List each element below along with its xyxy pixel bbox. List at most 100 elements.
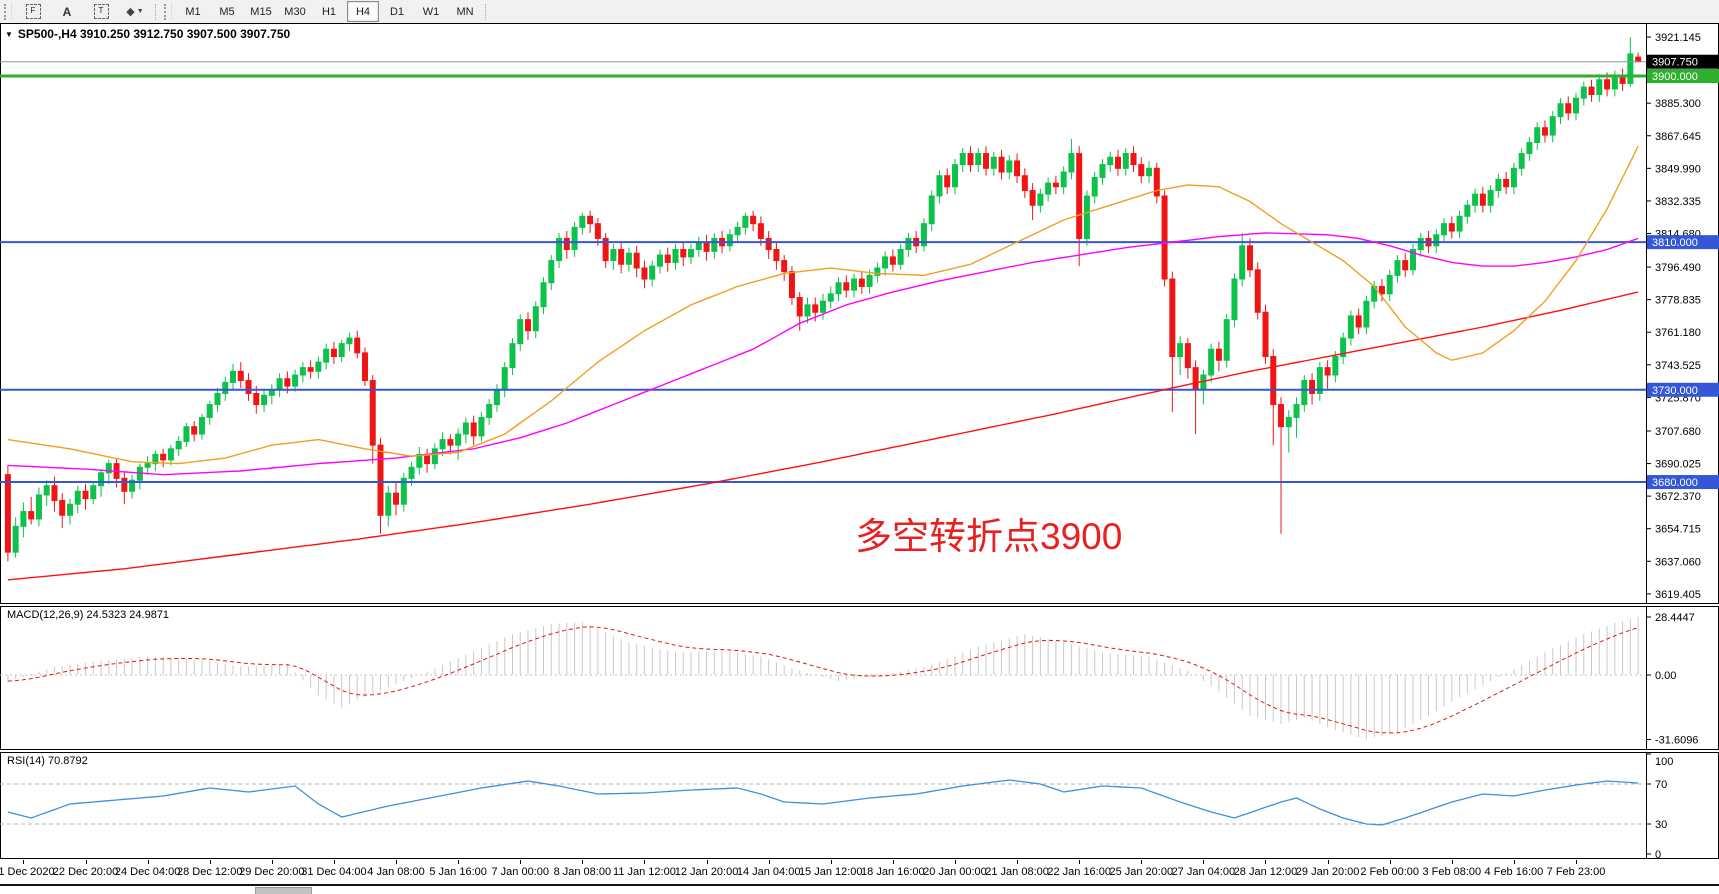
svg-text:3921.145: 3921.145 (1655, 32, 1701, 44)
rsi-line (7, 779, 1639, 826)
svg-text:3810.000: 3810.000 (1652, 237, 1698, 249)
svg-text:0: 0 (1655, 849, 1661, 859)
drawing-tools-group: F A T ◆ ▼ (16, 1, 152, 22)
scrollbar-thumb[interactable] (255, 887, 312, 894)
svg-text:3832.335: 3832.335 (1655, 196, 1701, 208)
time-label: 15 Jan 12:00 (798, 866, 863, 878)
time-label: 29 Jan 20:00 (1295, 866, 1360, 878)
svg-text:3778.835: 3778.835 (1655, 295, 1701, 307)
time-label: 3 Feb 08:00 (1422, 866, 1482, 878)
svg-text:3849.990: 3849.990 (1655, 163, 1701, 175)
rsi-axis-ticks: 100 70 30 0 (1646, 753, 1673, 859)
timeframe-button-m1[interactable]: M1 (185, 5, 201, 18)
macd-label: MACD(12,26,9) 24.5323 24.9871 (7, 609, 170, 621)
timeframe-button-h1[interactable]: H1 (321, 5, 337, 18)
toolbar-separator-2 (485, 3, 487, 20)
svg-text:3680.000: 3680.000 (1652, 477, 1698, 489)
svg-text:3672.370: 3672.370 (1655, 491, 1701, 503)
horizontal-levels-group (0, 61, 1646, 484)
time-label: 2 Feb 00:00 (1360, 866, 1420, 878)
svg-text:3867.645: 3867.645 (1655, 131, 1701, 143)
time-label: 21 Jan 08:00 (985, 866, 1049, 878)
time-label: 22 Dec 20:00 (52, 866, 119, 878)
label-tool-button[interactable]: A (51, 1, 83, 22)
time-tick (147, 860, 149, 864)
label-tool-icon: A (62, 4, 72, 19)
figure-tool-icon: F (25, 4, 41, 19)
time-tick (1079, 860, 1081, 864)
ma-fast-orange-line (7, 145, 1639, 465)
svg-text:3796.490: 3796.490 (1655, 262, 1701, 274)
time-tick (1576, 860, 1577, 864)
time-tick (209, 860, 211, 864)
time-label: 7 Feb 23:00 (1546, 866, 1606, 878)
time-tick (1141, 860, 1143, 864)
time-tick (644, 860, 646, 864)
timeframe-button-h4[interactable]: H4 (347, 1, 379, 22)
horizontal-scrollbar (0, 883, 1719, 894)
svg-text:-31.6096: -31.6096 (1655, 734, 1698, 746)
candles-group (4, 37, 1642, 562)
time-tick (271, 860, 273, 864)
time-label: 22 Jan 16:00 (1047, 866, 1111, 878)
macd-panel-canvas[interactable]: 28.4447 0.00 -31.6096 (0, 606, 1719, 750)
time-tick (954, 860, 956, 864)
text-tool-icon: T (93, 4, 109, 19)
time-tick (23, 860, 25, 864)
time-label: 11 Jan 12:00 (613, 866, 676, 878)
time-tick (1017, 860, 1019, 864)
time-label: 5 Jan 16:00 (429, 866, 487, 878)
timeframe-button-m15[interactable]: M15 (250, 5, 272, 18)
svg-text:3761.180: 3761.180 (1655, 327, 1701, 339)
time-label: 7 Jan 00:00 (491, 866, 549, 878)
symbol-header[interactable]: ▼ SP500-,H4 3910.250 3912.750 3907.500 3… (5, 27, 290, 41)
timeframe-button-mn[interactable]: MN (456, 5, 474, 18)
time-tick (582, 860, 584, 864)
arrows-tool-icon: ◆ (126, 6, 135, 18)
time-tick (768, 860, 770, 864)
svg-text:3730.000: 3730.000 (1652, 385, 1698, 397)
timeframe-button-w1[interactable]: W1 (422, 5, 440, 18)
dropdown-caret-icon[interactable]: ▼ (136, 8, 144, 15)
time-tick (333, 860, 335, 864)
macd-panel-border (0, 606, 1719, 750)
timeframe-button-d1[interactable]: D1 (389, 5, 405, 18)
time-tick (1203, 860, 1205, 864)
svg-text:3690.025: 3690.025 (1655, 459, 1701, 471)
toolbar-separator (155, 3, 157, 20)
price-axis-ticks: 3921.145 3885.300 3867.645 3849.990 3832.335… (1646, 32, 1701, 601)
toolbar-grip[interactable] (4, 3, 12, 20)
svg-text:28.4447: 28.4447 (1655, 612, 1695, 624)
figure-tool-button[interactable]: F (17, 1, 49, 22)
time-tick (85, 860, 87, 864)
timeframe-button-m30[interactable]: M30 (284, 5, 306, 18)
svg-text:0.00: 0.00 (1655, 670, 1676, 682)
main-chart-canvas[interactable]: 3921.145 3885.300 3867.645 3849.990 3832.335… (0, 23, 1719, 604)
time-label: 25 Jan 20:00 (1109, 866, 1174, 878)
text-tool-button[interactable]: T (85, 1, 117, 22)
svg-text:70: 70 (1655, 779, 1667, 791)
macd-signal-line (7, 626, 1639, 734)
time-label: 4 Feb 16:00 (1484, 866, 1544, 878)
time-label: 20 Jan 00:00 (923, 866, 987, 878)
time-label: 28 Dec 12:00 (177, 866, 243, 878)
time-label: 12 Jan 20:00 (674, 866, 739, 878)
time-label: 14 Jan 04:00 (736, 866, 801, 878)
timeframe-button-m5[interactable]: M5 (219, 5, 235, 18)
time-tick (520, 860, 522, 864)
time-tick (1265, 860, 1267, 864)
rsi-panel-canvas[interactable]: 100 70 30 0 (0, 752, 1719, 859)
time-label: 18 Jan 16:00 (861, 866, 925, 878)
ma-slow-red-line (7, 291, 1639, 581)
symbol-dropdown-icon[interactable]: ▼ (5, 29, 13, 39)
svg-text:3907.750: 3907.750 (1652, 57, 1698, 69)
arrows-tool-button[interactable]: ◆ ▼ (119, 1, 151, 22)
svg-text:3637.060: 3637.060 (1655, 556, 1701, 568)
scrollbar-track[interactable] (0, 884, 1719, 886)
toolbar-grip-2[interactable] (164, 3, 172, 20)
time-tick (458, 860, 460, 864)
time-tick (1389, 860, 1391, 864)
svg-text:100: 100 (1655, 756, 1673, 768)
